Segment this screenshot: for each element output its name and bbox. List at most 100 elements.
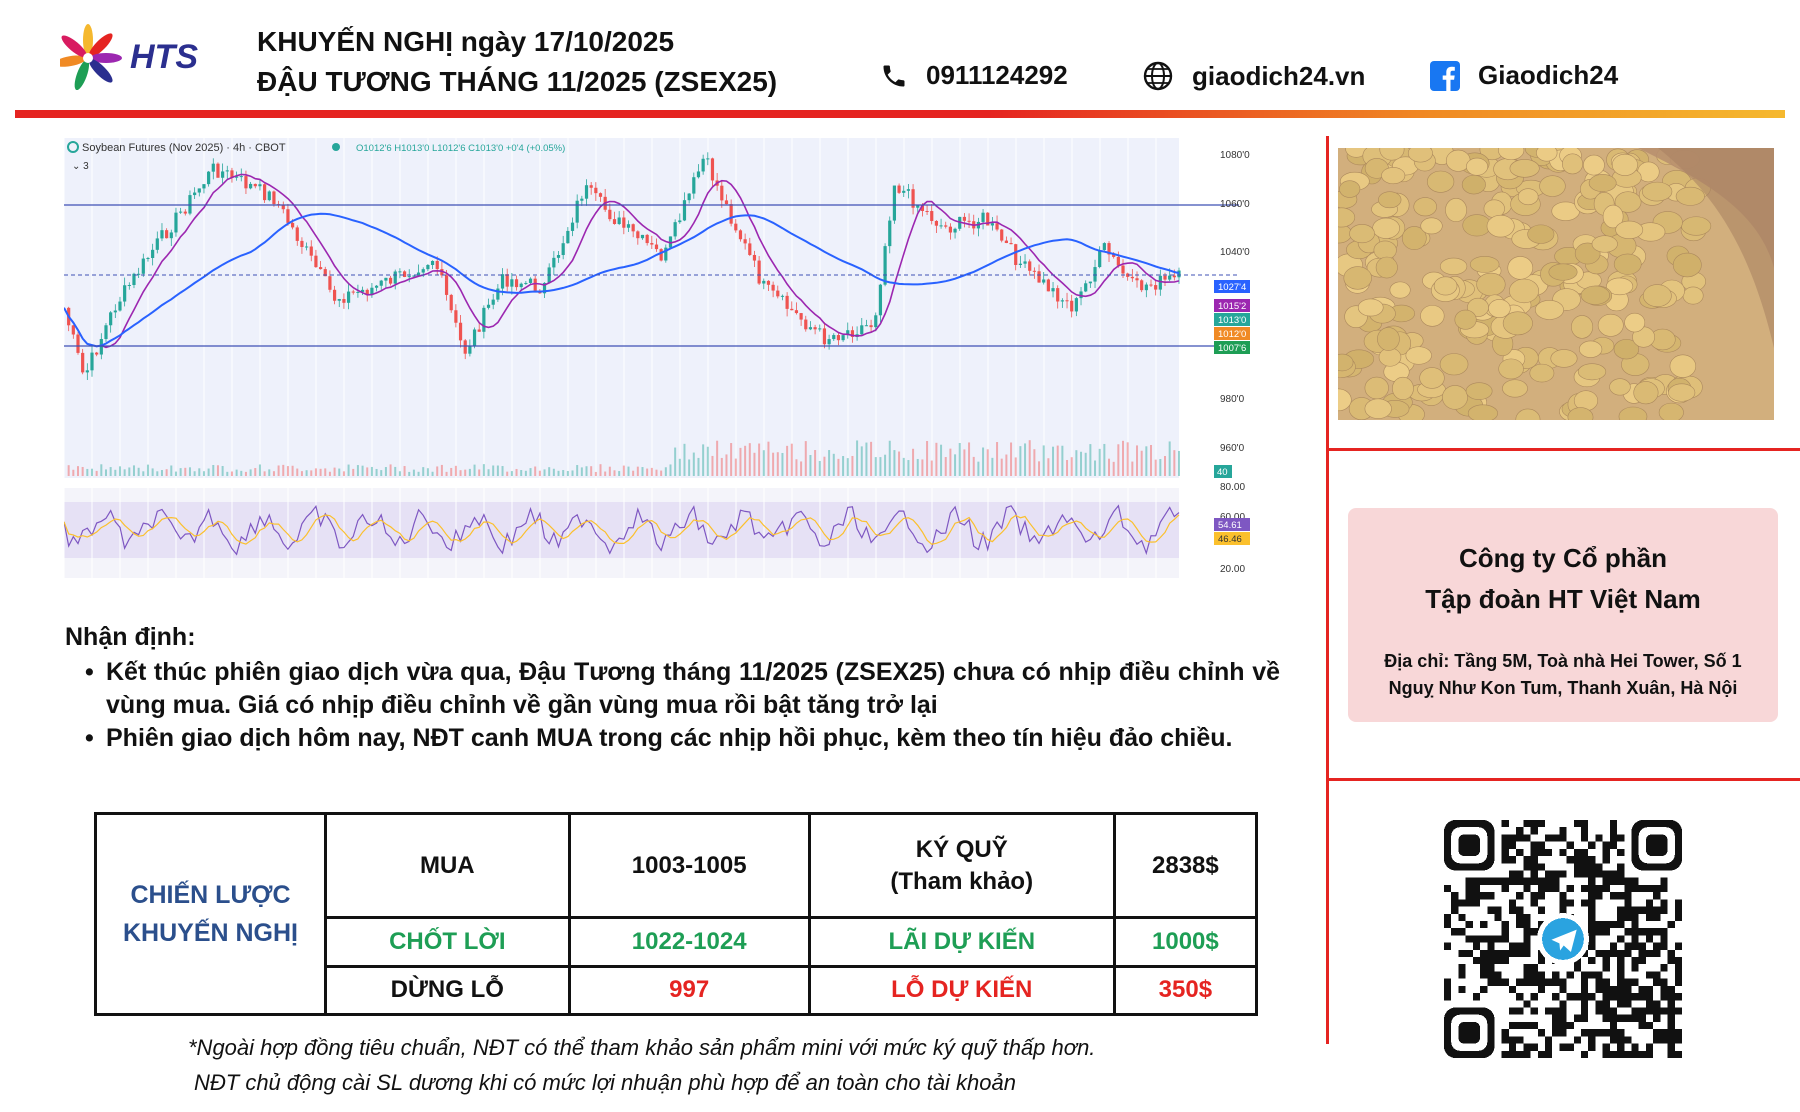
volume-bar: [641, 467, 644, 476]
header-divider: [15, 110, 1785, 118]
facebook-contact[interactable]: Giaodich24: [1430, 60, 1618, 91]
qr-module: [1530, 863, 1538, 871]
candle-body: [1149, 284, 1153, 286]
qr-module: [1631, 957, 1639, 965]
volume-bar: [1066, 459, 1069, 476]
qr-module: [1667, 1050, 1675, 1058]
qr-module: [1617, 1029, 1625, 1037]
qr-module: [1472, 993, 1481, 1001]
website-contact[interactable]: giaodich24.vn: [1142, 60, 1365, 92]
volume-bar: [1103, 443, 1106, 476]
qr-module: [1458, 971, 1466, 979]
volume-bar: [109, 467, 112, 476]
candle-body: [701, 158, 705, 172]
qr-module: [1660, 877, 1668, 885]
qr-module: [1508, 906, 1517, 914]
qr-module: [1588, 899, 1596, 907]
rsi-ma-line: [64, 514, 1180, 545]
volume-bar: [128, 467, 131, 476]
soybean: [1339, 180, 1361, 198]
soybean: [1615, 220, 1644, 239]
volume-bar: [902, 457, 905, 476]
volume-bar: [151, 468, 154, 476]
qr-module: [1645, 935, 1654, 943]
qr-module: [1494, 935, 1502, 943]
qr-module: [1530, 928, 1538, 936]
indicator-toggle[interactable]: ⌄ 3: [72, 161, 89, 172]
facebook-icon: [1430, 60, 1460, 91]
qr-module: [1566, 993, 1574, 1001]
qr-module: [1501, 834, 1509, 842]
volume-bar: [123, 469, 126, 476]
qr-module: [1544, 870, 1553, 878]
volume-bar: [412, 469, 415, 476]
qr-module: [1617, 863, 1625, 871]
qr-module: [1581, 1050, 1589, 1058]
candle-body: [902, 190, 906, 193]
qr-module: [1609, 841, 1618, 849]
volume-bar: [254, 468, 257, 476]
volume-bar: [501, 466, 504, 476]
soybean: [1379, 148, 1405, 161]
qr-module: [1631, 906, 1639, 914]
candle-body: [519, 283, 523, 288]
candle-body: [379, 280, 383, 286]
qr-module: [1617, 913, 1625, 921]
qr-module: [1617, 877, 1625, 885]
qr-module: [1487, 957, 1495, 965]
qr-module: [1530, 841, 1538, 849]
candle-body: [729, 204, 733, 224]
qr-module: [1537, 848, 1545, 857]
soybean: [1445, 198, 1467, 223]
candle-body: [314, 255, 318, 268]
volume-bar: [184, 467, 187, 476]
soybean: [1375, 256, 1398, 279]
candle-body: [1102, 243, 1106, 250]
candle-body: [193, 192, 197, 196]
qr-module: [1660, 928, 1668, 936]
candle-body: [846, 330, 850, 336]
candle-body: [1107, 243, 1111, 255]
soybean: [1377, 327, 1400, 351]
qr-module: [1530, 892, 1538, 900]
volume-bar: [622, 465, 625, 476]
candle-body: [673, 222, 677, 237]
qr-module: [1480, 964, 1488, 972]
volume-bar: [1168, 441, 1171, 476]
qr-module: [1581, 985, 1589, 994]
qr-module: [1602, 1029, 1610, 1037]
qr-module: [1609, 870, 1618, 878]
volume-bar: [991, 457, 994, 476]
volume-bar: [328, 471, 331, 476]
soybean: [1517, 188, 1539, 206]
volume-bar: [156, 471, 159, 476]
qr-module: [1581, 863, 1589, 871]
candle-body: [188, 195, 192, 214]
qr-module: [1537, 820, 1545, 828]
volume-bar: [277, 465, 280, 476]
candle-body: [748, 243, 752, 255]
qr-module: [1617, 978, 1625, 986]
candle-body: [300, 240, 304, 247]
qr-module: [1581, 820, 1589, 828]
phone-contact[interactable]: 0911124292: [880, 60, 1068, 91]
qr-module: [1494, 978, 1502, 986]
margin-amount: 2838$: [1112, 811, 1259, 920]
volume-bar: [291, 465, 294, 476]
qr-module: [1494, 906, 1502, 914]
symbol-icon: [67, 141, 79, 153]
qr-module: [1624, 1000, 1632, 1008]
qr-module: [1487, 978, 1495, 986]
telegram-qr-code[interactable]: [1444, 820, 1682, 1058]
qr-module: [1653, 942, 1661, 950]
volume-bar: [590, 466, 593, 476]
candle-body: [1163, 275, 1167, 280]
qr-module: [1645, 949, 1654, 958]
qr-module: [1508, 1050, 1517, 1058]
qr-module: [1617, 1000, 1625, 1008]
soybean: [1469, 255, 1500, 273]
candle-body: [426, 265, 430, 270]
candle-body: [906, 189, 911, 191]
qr-module: [1653, 1000, 1661, 1008]
candle-body: [351, 291, 355, 293]
